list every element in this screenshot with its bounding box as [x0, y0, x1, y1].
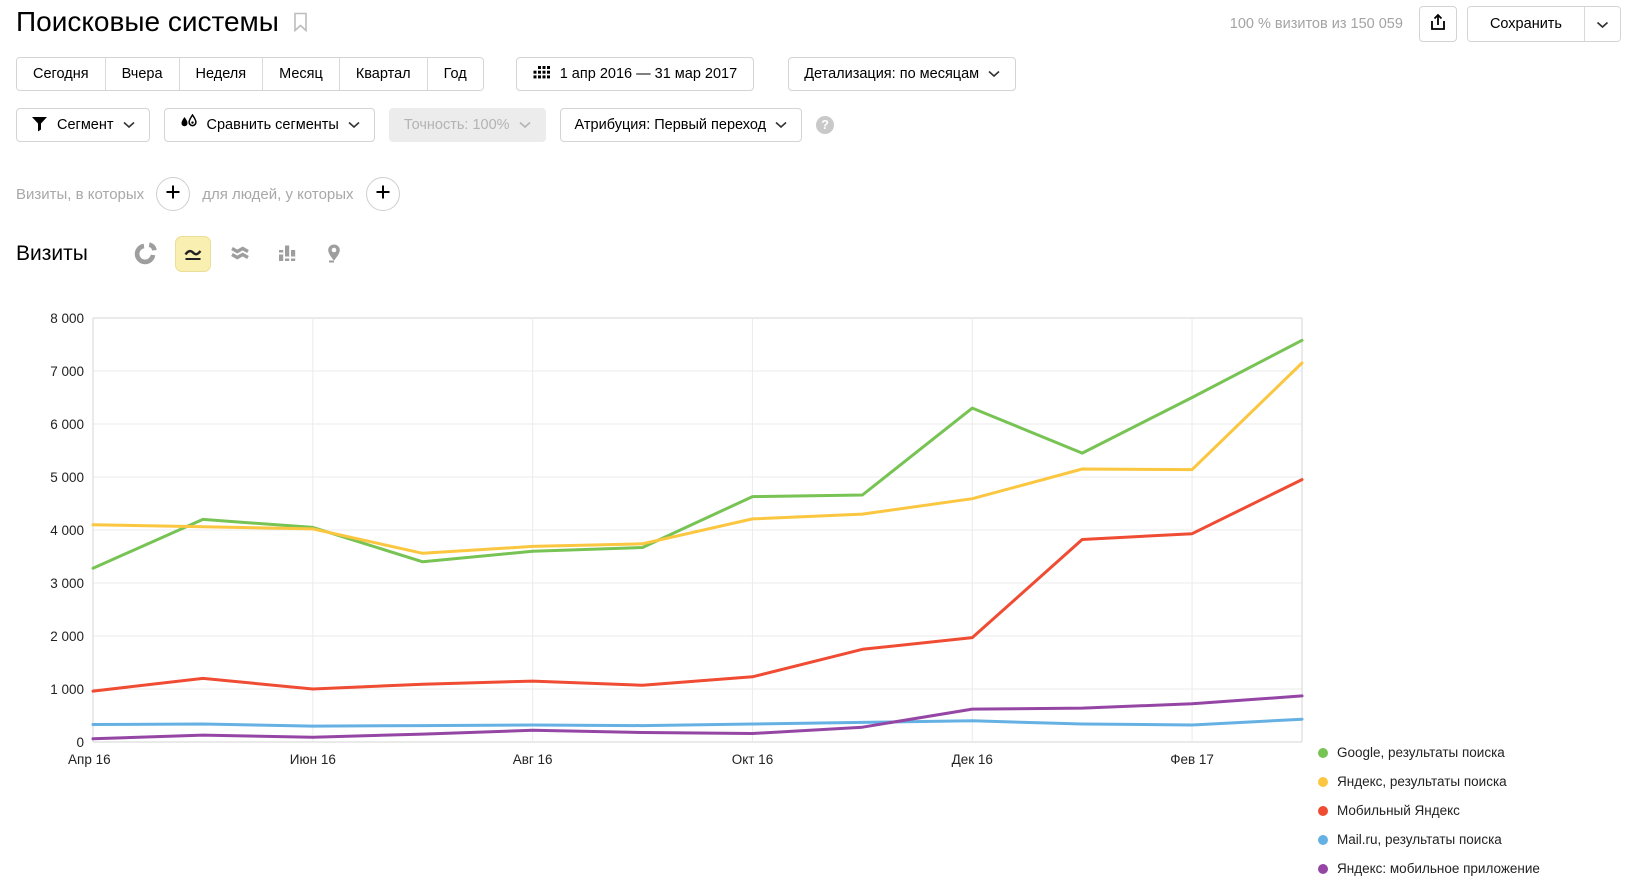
visits-condition-label: Визиты, в которых	[16, 185, 145, 203]
plus-icon	[375, 184, 391, 205]
header: Поисковые системы 100 % визитов из 150 0…	[16, 6, 1621, 50]
date-range-label: 1 апр 2016 — 31 мар 2017	[559, 66, 738, 82]
period-tab-1[interactable]: Сегодня	[17, 58, 105, 90]
compare-segments-button[interactable]: Сравнить сегменты	[163, 108, 375, 142]
segment-button[interactable]: Сегмент	[16, 108, 150, 142]
legend-item[interactable]: Mail.ru, результаты поиска	[1318, 825, 1540, 854]
bookmark-icon[interactable]	[293, 12, 308, 37]
x-axis-tick-label: Дек 16	[952, 752, 993, 767]
chart-legend: Google, результаты поиска Яндекс, результ…	[1318, 738, 1540, 883]
legend-item[interactable]: Google, результаты поиска	[1318, 738, 1540, 767]
pie-chart-icon	[134, 241, 158, 268]
chart-series-line[interactable]	[91, 338, 1304, 570]
metric-header: Визиты	[16, 236, 363, 272]
chart-series-line[interactable]	[91, 694, 1304, 741]
accuracy-dropdown[interactable]: Точность: 100%	[388, 108, 546, 142]
chart-type-stacked-button[interactable]	[222, 236, 258, 272]
accuracy-label: Точность: 100%	[403, 117, 510, 133]
x-axis-tick-label: Авг 16	[513, 752, 553, 767]
y-axis-tick-label: 1 000	[50, 682, 84, 697]
stacked-area-icon	[228, 241, 252, 268]
attribution-label: Атрибуция: Первый переход	[574, 117, 767, 133]
period-tab-6[interactable]: Год	[426, 58, 483, 90]
chevron-down-icon	[348, 117, 360, 133]
plus-icon	[165, 184, 181, 205]
legend-color-dot	[1318, 776, 1328, 787]
chart-area: 0 1 000 2 000 3 000 4 000 5 000 6 000 7 000 8 00…	[0, 292, 1637, 876]
page-title: Поисковые системы	[16, 6, 279, 37]
chart-series-line[interactable]	[91, 361, 1304, 555]
save-button[interactable]: Сохранить	[1467, 7, 1584, 41]
add-visit-filter-button[interactable]	[156, 177, 191, 211]
y-axis-tick-label: 0	[76, 735, 84, 750]
x-axis-tick-label: Июн 16	[290, 752, 336, 767]
period-tab-3[interactable]: Неделя	[178, 58, 263, 90]
compare-segments-label: Сравнить сегменты	[206, 117, 339, 133]
detalization-label: Детализация: по месяцам	[804, 66, 980, 82]
legend-color-dot	[1318, 747, 1328, 758]
segments-row: Сегмент Сравнить сегменты Точность: 100%…	[16, 108, 835, 142]
map-pin-icon	[322, 241, 346, 268]
save-dropdown-button[interactable]	[1584, 7, 1620, 41]
chevron-down-icon	[775, 117, 787, 133]
y-axis-tick-label: 5 000	[50, 470, 84, 485]
chart-series-line[interactable]	[91, 478, 1304, 693]
chart-type-line-button[interactable]	[174, 236, 211, 272]
x-axis-tick-label: Апр 16	[68, 752, 111, 767]
drops-icon	[179, 113, 198, 136]
period-tab-5[interactable]: Квартал	[338, 58, 427, 90]
segment-label: Сегмент	[57, 117, 114, 133]
people-condition-label: для людей, у которых	[202, 185, 354, 203]
period-tabs: Сегодня Вчера Неделя Месяц Квартал Год	[16, 57, 484, 91]
y-axis-tick-label: 6 000	[50, 417, 84, 432]
map-pin-icon-button[interactable]	[316, 236, 352, 272]
legend-label: Яндекс: мобильное приложение	[1337, 861, 1540, 876]
period-row: Сегодня Вчера Неделя Месяц Квартал Год 1 апр …	[16, 57, 1017, 91]
legend-label: Google, результаты поиска	[1337, 745, 1505, 760]
period-tab-2[interactable]: Вчера	[104, 58, 179, 90]
detalization-dropdown[interactable]: Детализация: по месяцам	[788, 57, 1017, 91]
add-people-filter-button[interactable]	[365, 177, 400, 211]
column-chart-icon	[275, 241, 299, 268]
save-split-button: Сохранить	[1466, 6, 1621, 42]
attribution-dropdown[interactable]: Атрибуция: Первый переход	[559, 108, 803, 142]
legend-item[interactable]: Яндекс: мобильное приложение	[1318, 854, 1540, 883]
visits-summary: 100 % визитов из 150 059	[1229, 16, 1403, 32]
help-icon[interactable]: ?	[816, 116, 835, 134]
legend-color-dot	[1318, 834, 1328, 845]
filters-row: Визиты, в которых для людей, у которых	[16, 177, 400, 211]
legend-color-dot	[1318, 863, 1328, 874]
y-axis-tick-label: 4 000	[50, 523, 84, 538]
legend-color-dot	[1318, 805, 1328, 816]
funnel-icon	[31, 115, 48, 136]
legend-label: Мобильный Яндекс	[1337, 803, 1460, 818]
y-axis-tick-label: 2 000	[50, 629, 84, 644]
line-chart-icon	[181, 241, 205, 268]
x-axis-tick-label: Фев 17	[1170, 752, 1214, 767]
legend-label: Mail.ru, результаты поиска	[1337, 832, 1502, 847]
chart-type-pie-button[interactable]	[128, 236, 164, 272]
chevron-down-icon	[988, 66, 1000, 82]
calendar-grid-icon	[533, 65, 550, 84]
legend-item[interactable]: Мобильный Яндекс	[1318, 796, 1540, 825]
legend-label: Яндекс, результаты поиска	[1337, 774, 1507, 789]
export-button[interactable]	[1418, 6, 1457, 42]
x-axis-tick-label: Окт 16	[732, 752, 774, 767]
line-chart[interactable]: 0 1 000 2 000 3 000 4 000 5 000 6 000 7 000 8 00…	[0, 292, 1320, 782]
y-axis-tick-label: 7 000	[50, 364, 84, 379]
legend-item[interactable]: Яндекс, результаты поиска	[1318, 767, 1540, 796]
metric-title: Визиты	[16, 242, 88, 265]
chevron-down-icon	[519, 117, 531, 133]
chevron-down-icon	[122, 117, 135, 133]
period-tab-4[interactable]: Месяц	[262, 58, 339, 90]
chart-series-line[interactable]	[91, 717, 1304, 728]
y-axis-tick-label: 8 000	[50, 311, 84, 326]
chart-type-columns-button[interactable]	[269, 236, 305, 272]
export-icon	[1429, 13, 1447, 36]
date-range-button[interactable]: 1 апр 2016 — 31 мар 2017	[515, 57, 755, 91]
chevron-down-icon	[1596, 17, 1609, 32]
y-axis-tick-label: 3 000	[50, 576, 84, 591]
